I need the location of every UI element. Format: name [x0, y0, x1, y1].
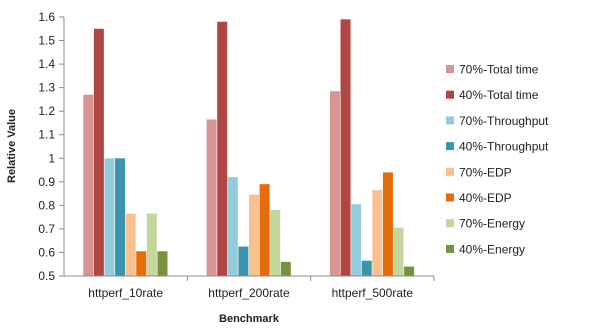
bar — [382, 172, 393, 276]
y-tick-label: 0.9 — [38, 175, 55, 189]
bar — [227, 177, 238, 276]
bar — [404, 266, 415, 276]
x-tick-label: httperf_200rate — [208, 286, 290, 300]
bar — [157, 251, 168, 276]
y-tick-label: 1.6 — [38, 10, 55, 24]
bar — [393, 227, 404, 276]
legend-label: 70%-Total time — [459, 63, 539, 77]
bar — [249, 194, 259, 276]
x-tick-label: httperf_500rate — [332, 286, 414, 300]
y-tick-label: 1.1 — [38, 128, 55, 142]
bar — [270, 210, 281, 276]
legend: 70%-Total time 40%-Total time 70%-Throughp… — [446, 63, 549, 256]
legend-swatch — [446, 142, 454, 151]
legend-label: 70%-EDP — [459, 165, 512, 179]
legend-label: 40%-Throughput — [459, 140, 549, 154]
bar — [217, 21, 228, 276]
legend-label: 40%-EDP — [459, 191, 512, 205]
legend-swatch — [446, 167, 454, 176]
y-tick-label: 0.6 — [38, 245, 55, 259]
y-tick-label: 1.5 — [38, 34, 55, 48]
y-tick-label: 0.7 — [38, 222, 55, 236]
y-tick-label: 1.4 — [38, 57, 55, 71]
axes — [63, 17, 435, 281]
bar — [351, 204, 362, 276]
bar — [340, 19, 351, 276]
bar — [206, 119, 217, 276]
bar — [83, 94, 94, 276]
legend-swatch — [446, 219, 454, 228]
bar — [125, 213, 136, 276]
bars — [83, 19, 415, 276]
bar — [329, 91, 340, 276]
y-tick-label: 1 — [48, 151, 55, 165]
legend-swatch — [446, 65, 454, 73]
bar — [115, 158, 126, 276]
legend-label: 40%-Energy — [459, 242, 525, 256]
legend-swatch — [446, 116, 454, 125]
y-tick-label: 0.5 — [38, 269, 55, 283]
x-tick-label: httperf_10rate — [88, 286, 163, 300]
bar — [372, 190, 383, 276]
y-axis-ticks: 0.5 0.6 0.7 0.8 0.9 1 1.1 1.2 1.3 1.4 1.5 1.6 — [38, 10, 64, 283]
bar — [259, 184, 270, 276]
bar — [280, 261, 291, 276]
bar — [238, 246, 249, 276]
bar — [104, 158, 115, 276]
y-tick-label: 0.8 — [38, 198, 55, 212]
y-tick-label: 1.2 — [38, 104, 55, 118]
bar — [146, 213, 157, 276]
x-axis-labels: httperf_10rate httperf_200rate httperf_500… — [88, 286, 413, 300]
legend-swatch — [446, 193, 454, 202]
legend-label: 70%-Throughput — [459, 114, 549, 128]
legend-swatch — [446, 90, 454, 99]
bar — [361, 260, 372, 276]
legend-label: 70%-Energy — [459, 217, 525, 231]
legend-label: 40%-Total time — [459, 88, 539, 102]
y-tick-label: 1.3 — [38, 81, 55, 95]
bar — [93, 28, 104, 276]
bar — [136, 251, 147, 276]
y-axis-title: Relative Value — [6, 109, 18, 183]
legend-swatch — [446, 244, 454, 253]
x-axis-title: Benchmark — [219, 313, 280, 325]
